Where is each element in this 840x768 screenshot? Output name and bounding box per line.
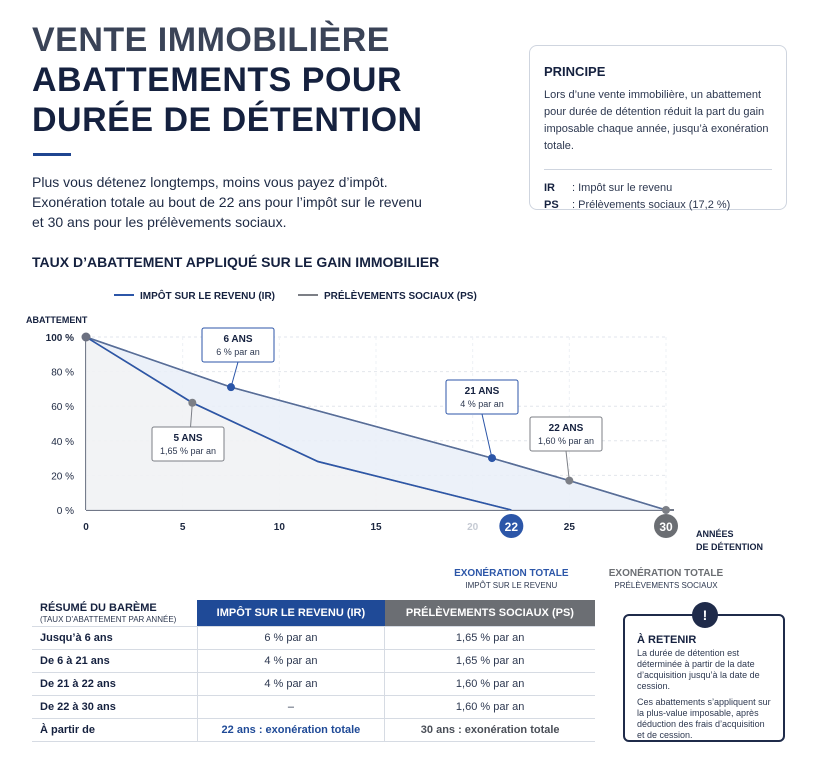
table-header-row: RÉSUMÉ DU BARÈME (TAUX D’ABATTEMENT PAR … — [32, 600, 595, 627]
row-label: De 21 à 22 ans — [32, 672, 197, 696]
shaded-area-lower — [86, 337, 512, 510]
row-ir: 4 % par an — [196, 672, 385, 696]
title-divider — [33, 153, 71, 156]
end-badge-title: EXONÉRATION TOTALE — [609, 566, 724, 579]
exclamation-icon: ! — [692, 602, 718, 628]
row-ps: 1,60 % par an — [384, 672, 595, 696]
data-point — [188, 398, 197, 407]
annotation-text: 1,60 % par an — [538, 436, 594, 446]
table-header-ps: PRÉLÈVEMENTS SOCIAUX (PS) — [384, 600, 595, 627]
principe-text: Lors d’une vente immobilière, un abattem… — [544, 89, 769, 152]
table-header-title-text: RÉSUMÉ DU BARÈME — [40, 602, 157, 614]
y-tick-label: 60 % — [51, 402, 74, 413]
annotation-title: 22 ANS — [549, 423, 584, 434]
end-badge — [499, 514, 524, 538]
annotation-leader — [565, 450, 570, 481]
annotation-leader — [230, 361, 239, 388]
summary-table: RÉSUMÉ DU BARÈME (TAUX D’ABATTEMENT PAR … — [32, 600, 595, 742]
page-title: VENTE IMMOBILIÈRE ABATTEMENTS POUR DURÉE… — [32, 20, 423, 140]
end-badge — [654, 514, 678, 538]
y-tick-label: 40 % — [51, 437, 74, 448]
x-tick-label: 15 — [370, 522, 382, 533]
principe-box: PRINCIPE Lors d’une vente immobilière, u… — [529, 45, 787, 211]
annotation-text: 1,65 % par an — [160, 446, 216, 456]
principe-title: PRINCIPE — [544, 64, 606, 79]
retenir-text-1: La durée de détention est déterminée à p… — [637, 648, 760, 691]
retenir-box: ! À RETENIR La durée de détention est dé… — [623, 602, 785, 742]
definition-key: PS — [544, 199, 559, 211]
end-badge-title: EXONÉRATION TOTALE — [454, 566, 569, 579]
annotation-title: 21 ANS — [465, 386, 500, 397]
legend-label: IMPÔT SUR LE REVENU (IR) — [140, 289, 275, 302]
data-point — [662, 506, 670, 514]
x-axis-label-line1: ANNÉES — [696, 529, 734, 539]
definitions-list: IR : Impôt sur le revenu PS : Prélèvemen… — [544, 180, 772, 214]
annotation-text: 6 % par an — [216, 347, 260, 357]
principe-divider — [544, 169, 772, 170]
x-tick-label: 5 — [180, 522, 186, 533]
row-ir: 22 ans : exonération totale — [196, 718, 385, 742]
y-tick-label: 0 % — [57, 506, 74, 517]
title-line-1: VENTE IMMOBILIÈRE — [32, 21, 390, 59]
end-badge-subtitle: PRÉLÈVEMENTS SOCIAUX — [614, 581, 718, 590]
annotation-text: 4 % par an — [460, 399, 504, 409]
title-line-3: DURÉE DE DÉTENTION — [32, 101, 423, 139]
table-row: De 21 à 22 ans 4 % par an 1,60 % par an — [32, 672, 595, 696]
retenir-text-2: Ces abattements s’appliquent sur la plus… — [637, 697, 771, 740]
x-axis-label-line2: DE DÉTENTION — [696, 542, 763, 552]
y-tick-label: 100 % — [46, 333, 74, 344]
table-row: Jusqu’à 6 ans 6 % par an 1,65 % par an — [32, 626, 595, 650]
origin-point — [81, 332, 91, 342]
end-badge-value: 22 — [505, 520, 519, 534]
annotation-title: 5 ANS — [173, 433, 202, 444]
table-row: De 22 à 30 ans – 1,60 % par an — [32, 695, 595, 719]
annotation-title: 6 ANS — [223, 334, 252, 345]
row-label: De 6 à 21 ans — [32, 649, 197, 673]
row-ir: – — [196, 695, 385, 719]
row-ps: 1,65 % par an — [384, 649, 595, 673]
row-ps: 30 ans : exonération totale — [384, 718, 595, 742]
annotation-box — [151, 426, 225, 462]
annotation-leader — [481, 413, 493, 459]
row-ir: 4 % par an — [196, 649, 385, 673]
x-tick-label: 0 — [83, 522, 89, 533]
table-row: De 6 à 21 ans 4 % par an 1,65 % par an — [32, 649, 595, 673]
row-ps: 1,65 % par an — [384, 626, 595, 650]
table-header-ir: IMPÔT SUR LE REVENU (IR) — [197, 600, 385, 627]
annotation-box — [529, 416, 603, 452]
abatement-chart: ABATTEMENT 0 % 20 % 40 % 60 % 80 % 100 % 0 5 10 15… — [26, 289, 763, 590]
row-label: Jusqu’à 6 ans — [32, 626, 197, 650]
row-label: À partir de — [32, 718, 197, 742]
end-badge-value: 30 — [659, 520, 673, 534]
annotation-box — [445, 379, 519, 415]
y-tick-label: 80 % — [51, 368, 74, 379]
y-axis-label: ABATTEMENT — [26, 315, 88, 325]
definition-value: : Impôt sur le revenu — [572, 182, 673, 194]
row-label: De 22 à 30 ans — [32, 695, 197, 719]
end-badge-subtitle: IMPÔT SUR LE REVENU — [465, 581, 557, 590]
x-tick-label: 25 — [564, 522, 576, 533]
x-tick-label: 10 — [274, 522, 286, 533]
ir-series-line-lower — [85, 336, 512, 511]
table-header-subtitle: (TAUX D’ABATTEMENT PAR ANNÉE) — [40, 615, 177, 624]
definition-value: : Prélèvements sociaux (17,2 %) — [572, 199, 731, 211]
legend-label: PRÉLÈVEMENTS SOCIAUX (PS) — [324, 289, 477, 302]
intro-text: Plus vous détenez longtemps, moins vous … — [32, 174, 422, 230]
row-ir: 6 % par an — [196, 626, 385, 650]
table-row: À partir de 22 ans : exonération totale … — [32, 718, 595, 742]
retenir-title: À RETENIR — [637, 634, 697, 646]
chart-title: TAUX D’ABATTEMENT APPLIQUÉ SUR LE GAIN I… — [32, 254, 440, 270]
row-ps: 1,60 % par an — [384, 695, 595, 719]
title-line-2: ABATTEMENTS POUR — [32, 61, 403, 99]
annotation-box — [201, 327, 275, 363]
x-tick-label: 20 — [467, 522, 479, 533]
table-header-title: RÉSUMÉ DU BARÈME (TAUX D’ABATTEMENT PAR … — [32, 600, 197, 627]
definition-key: IR — [544, 182, 555, 194]
y-tick-label: 20 % — [51, 471, 74, 482]
definition-ir: IR : Impôt sur le revenu — [544, 180, 772, 197]
definition-ps: PS : Prélèvements sociaux (17,2 %) — [544, 197, 772, 214]
